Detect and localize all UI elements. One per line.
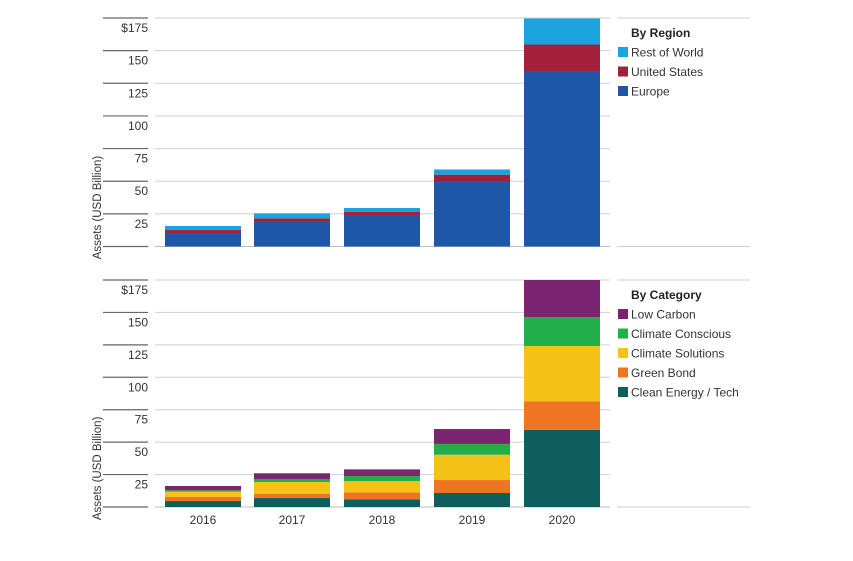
legend: By Category Low Carbon Climate Conscious Cl… — [617, 279, 750, 508]
x-tick-label: 2020 — [549, 513, 576, 527]
bar-low-carbon-2020 — [524, 280, 600, 318]
bar-climate-solutions-2020 — [524, 346, 600, 402]
y-tick-label: $175 — [121, 283, 148, 297]
legend-swatch-united-states — [618, 66, 628, 77]
bar-rest-of-world-2018 — [344, 207, 420, 213]
legend-swatch-climate-solutions — [618, 348, 628, 358]
legend-label-europe: Europe — [631, 85, 670, 99]
bar-europe-2016 — [165, 233, 241, 247]
y-tick-label: $175 — [121, 21, 148, 35]
x-tick-label: 2019 — [459, 513, 486, 527]
bar-climate-solutions-2017 — [254, 481, 330, 494]
bar-clean-energy-tech-2016 — [165, 501, 241, 507]
bar-europe-2019 — [434, 181, 510, 247]
bar-rest-of-world-2020 — [524, 18, 600, 45]
bar-united-states-2017 — [254, 218, 330, 222]
bar-europe-2018 — [344, 215, 420, 247]
region-chart-panel: 25 50 75 100 125 150 $175 Assets (USD Billion) B… — [92, 17, 750, 260]
bar-clean-energy-tech-2018 — [344, 499, 420, 507]
bar-clean-energy-tech-2020 — [524, 429, 600, 507]
y-tick-label: 150 — [128, 54, 148, 68]
legend-swatch-rest-of-world — [618, 47, 628, 57]
bar-low-carbon-2018 — [344, 469, 420, 476]
y-tick-label: 75 — [135, 413, 149, 427]
bar-green-bond-2017 — [254, 493, 330, 499]
y-tick-label: 50 — [135, 445, 149, 459]
y-axis-label: Assets (USD Billion) — [92, 156, 104, 260]
y-tick-label: 50 — [135, 184, 149, 198]
legend-label-low-carbon: Low Carbon — [631, 308, 696, 322]
y-tick-label: 100 — [128, 380, 148, 394]
bar-low-carbon-2016 — [165, 485, 241, 491]
legend-swatch-green-bond — [618, 367, 628, 378]
bar-low-carbon-2019 — [434, 429, 510, 444]
bar-green-bond-2019 — [434, 480, 510, 493]
bar-europe-2017 — [254, 221, 330, 247]
bar-climate-solutions-2016 — [165, 491, 241, 497]
x-tick-label: 2016 — [190, 513, 217, 527]
bar-green-bond-2016 — [165, 496, 241, 502]
bar-clean-energy-tech-2017 — [254, 498, 330, 507]
legend-swatch-clean-energy-tech — [618, 387, 628, 397]
y-tick-label: 125 — [128, 348, 148, 362]
legend-title: By Category — [631, 288, 702, 302]
bar-climate-solutions-2018 — [344, 481, 420, 493]
bar-climate-conscious-2019 — [434, 443, 510, 455]
legend-swatch-europe — [618, 86, 628, 96]
legend-label-green-bond: Green Bond — [631, 366, 696, 380]
bar-united-states-2019 — [434, 174, 510, 182]
legend-title: By Region — [631, 26, 690, 40]
bar-green-bond-2020 — [524, 401, 600, 430]
bar-low-carbon-2017 — [254, 473, 330, 479]
legend-label-clean-energy-tech: Clean Energy / Tech — [631, 386, 739, 400]
x-tick-label: 2018 — [369, 513, 396, 527]
legend-swatch-climate-conscious — [618, 328, 628, 339]
bars — [165, 280, 600, 507]
legend-label-climate-conscious: Climate Conscious — [631, 327, 731, 341]
bar-climate-conscious-2018 — [344, 475, 420, 482]
bar-united-states-2016 — [165, 230, 241, 234]
legend: By Region Rest of World United States Europ… — [617, 17, 750, 247]
bar-united-states-2018 — [344, 212, 420, 216]
bar-climate-conscious-2016 — [165, 490, 241, 492]
y-tick-label: 25 — [135, 478, 149, 492]
bar-climate-solutions-2019 — [434, 454, 510, 481]
bar-rest-of-world-2017 — [254, 213, 330, 219]
legend-label-rest-of-world: Rest of World — [631, 46, 703, 60]
bar-united-states-2020 — [524, 44, 600, 72]
legend-swatch-low-carbon — [618, 309, 628, 319]
bar-green-bond-2018 — [344, 492, 420, 500]
bar-clean-energy-tech-2019 — [434, 492, 510, 507]
x-tick-label: 2017 — [279, 513, 306, 527]
y-tick-label: 25 — [135, 217, 149, 231]
bar-climate-conscious-2017 — [254, 478, 330, 482]
bar-rest-of-world-2016 — [165, 226, 241, 231]
bars — [165, 18, 600, 247]
y-tick-label: 100 — [128, 119, 148, 133]
category-chart-panel: 25 50 75 100 125 150 $175 Assets (USD Billion) 2… — [92, 279, 750, 527]
y-tick-label: 75 — [135, 152, 149, 166]
bar-rest-of-world-2019 — [434, 169, 510, 175]
y-tick-label: 150 — [128, 315, 148, 329]
y-tick-label: 125 — [128, 86, 148, 100]
y-axis-label: Assets (USD Billion) — [92, 416, 104, 520]
legend-label-climate-solutions: Climate Solutions — [631, 347, 724, 361]
bar-europe-2020 — [524, 71, 600, 247]
legend-label-united-states: United States — [631, 65, 703, 79]
bar-climate-conscious-2020 — [524, 317, 600, 347]
